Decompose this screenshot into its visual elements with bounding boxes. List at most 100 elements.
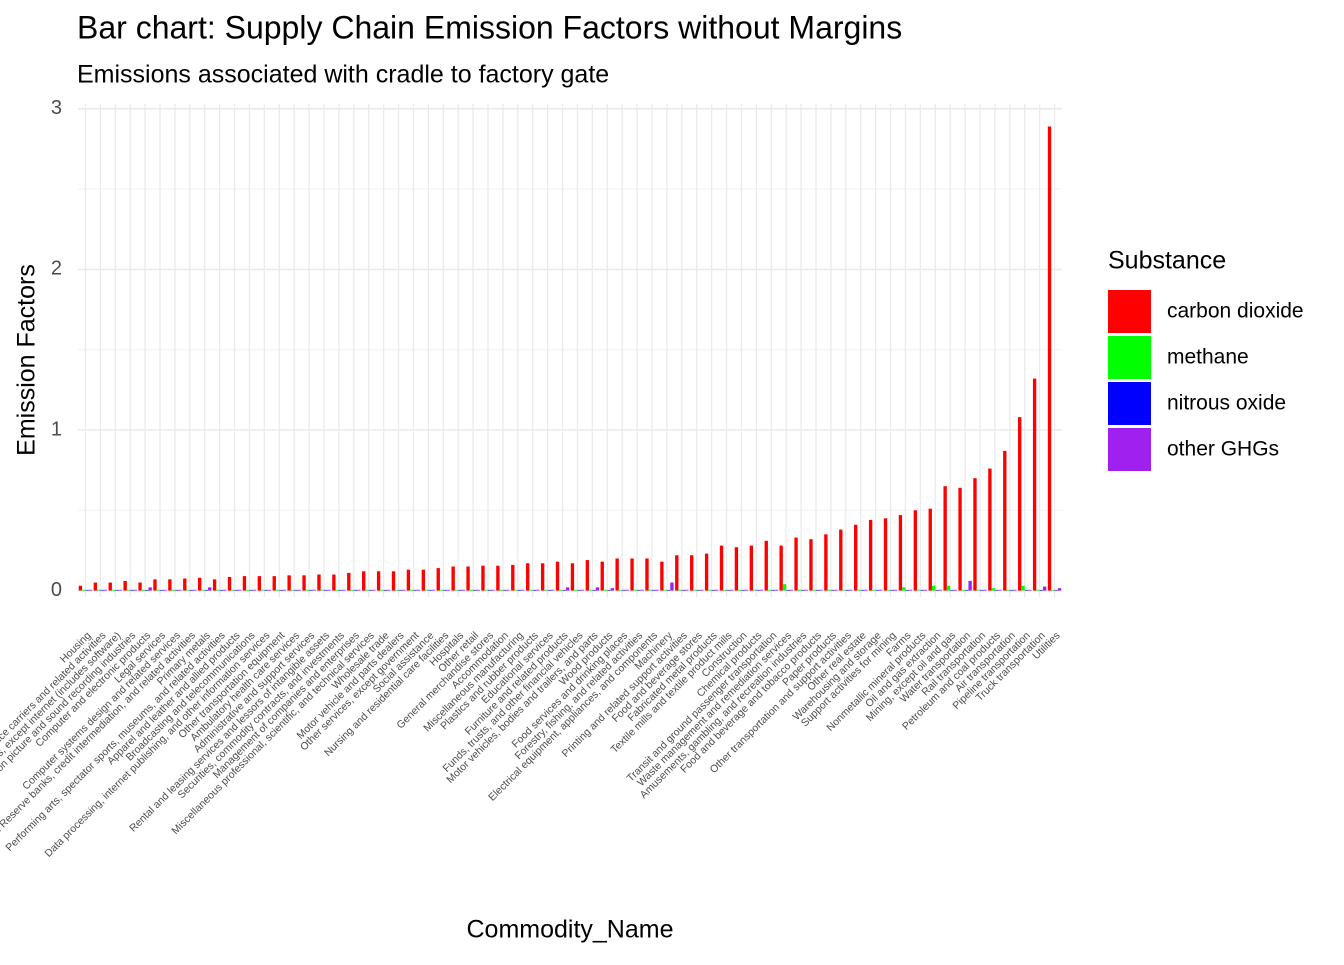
bar (189, 589, 194, 591)
bar (637, 589, 641, 591)
bar (994, 589, 999, 591)
bar (85, 589, 89, 591)
y-tick-label: 0 (51, 579, 62, 601)
bar (536, 589, 540, 591)
bar (350, 589, 354, 591)
bar (1032, 378, 1037, 591)
bar (1047, 126, 1052, 591)
bar (514, 589, 518, 591)
bar (222, 589, 227, 591)
bar (693, 589, 697, 591)
bar (801, 589, 805, 591)
bar (830, 589, 835, 591)
bar (335, 589, 339, 591)
bar (663, 589, 667, 591)
bar (756, 589, 760, 591)
bar (998, 589, 1002, 591)
bar (332, 574, 336, 591)
legend-swatch (1108, 428, 1151, 471)
bar (976, 589, 980, 591)
bar (272, 576, 276, 591)
bar (309, 589, 313, 591)
bar (839, 529, 843, 591)
bar (1051, 589, 1055, 591)
bar (559, 589, 563, 591)
bar (198, 577, 202, 591)
legend-swatch (1108, 382, 1151, 425)
bar (275, 589, 280, 591)
bar (774, 589, 778, 591)
bar (845, 589, 850, 591)
bar (842, 589, 846, 591)
bar (931, 585, 936, 591)
bar (168, 579, 172, 591)
bar (327, 589, 331, 591)
bar (550, 589, 555, 591)
bar (540, 563, 545, 591)
bar (849, 589, 853, 591)
bar (219, 589, 223, 591)
bar (491, 589, 495, 591)
bar (860, 589, 865, 591)
legend-swatch (1108, 336, 1151, 379)
bar (216, 589, 220, 591)
bar (630, 558, 634, 591)
bar (406, 569, 411, 591)
bar (148, 587, 152, 591)
bar (767, 589, 772, 591)
bar (1057, 588, 1062, 591)
chart-subtitle: Emissions associated with cradle to fact… (77, 61, 609, 89)
bar (153, 579, 157, 591)
bar (481, 565, 485, 591)
bar (466, 566, 470, 591)
bar (804, 589, 808, 591)
x-axis-title: Commodity_Name (466, 916, 673, 944)
bar (252, 589, 257, 591)
bar (988, 468, 992, 591)
bar (1028, 589, 1032, 591)
bar (991, 588, 995, 591)
bar (163, 589, 167, 591)
bar (898, 515, 903, 591)
bar (454, 589, 459, 591)
bar (193, 589, 197, 591)
bar (451, 566, 455, 591)
bar (425, 589, 429, 591)
bar (287, 575, 291, 591)
bar (421, 569, 426, 591)
bar (368, 589, 373, 591)
bar (824, 534, 828, 591)
y-tick-label: 2 (51, 258, 62, 280)
bar (458, 589, 462, 591)
bar (130, 589, 134, 591)
bar (526, 563, 530, 591)
bar (261, 589, 265, 591)
legend: carbon dioxide methane nitrous oxide other … (1108, 290, 1304, 471)
bar (496, 565, 500, 591)
bar (78, 585, 83, 591)
bar (499, 589, 503, 591)
bar (577, 589, 581, 591)
bar (521, 589, 525, 591)
bar (1024, 589, 1029, 591)
bar (234, 589, 238, 591)
bar (401, 589, 406, 591)
bar (938, 589, 942, 591)
bar (249, 589, 253, 591)
bar (652, 589, 656, 591)
bar (681, 589, 686, 591)
bar (227, 576, 232, 591)
bar (395, 589, 399, 591)
bar (386, 589, 391, 591)
bar (115, 589, 119, 591)
bar (267, 589, 272, 591)
bar (819, 589, 823, 591)
bar (237, 589, 242, 591)
bar (738, 589, 742, 591)
bar (290, 589, 295, 591)
bar (943, 486, 947, 591)
bar (610, 588, 614, 591)
